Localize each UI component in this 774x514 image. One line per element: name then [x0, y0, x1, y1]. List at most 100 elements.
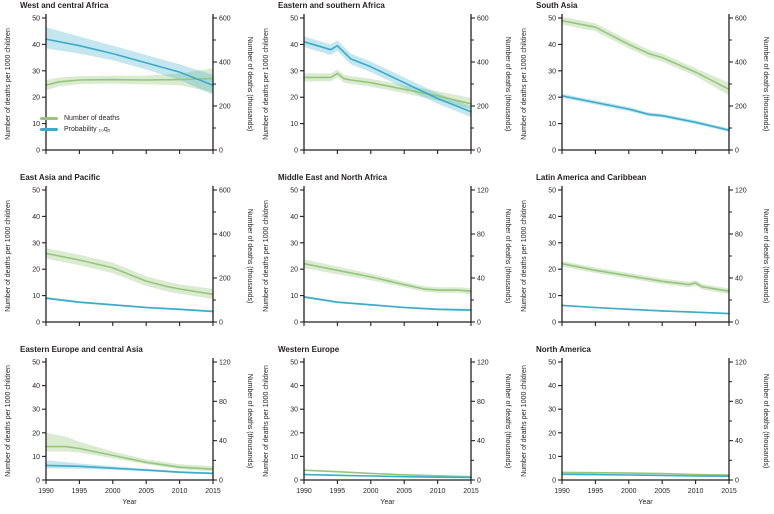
svg-text:400: 400 — [477, 60, 489, 67]
svg-text:40: 40 — [32, 214, 40, 221]
svg-text:0: 0 — [294, 148, 298, 155]
svg-text:2005: 2005 — [654, 488, 670, 495]
chart-panel-north-america: North America 0 10 20 30 40 50 0 40 80 120 1990 199… — [516, 344, 774, 514]
svg-text:0: 0 — [552, 478, 556, 485]
svg-text:0: 0 — [36, 148, 40, 155]
svg-text:Year: Year — [638, 499, 653, 506]
svg-text:50: 50 — [548, 188, 556, 195]
svg-text:40: 40 — [290, 214, 298, 221]
svg-text:50: 50 — [32, 188, 40, 195]
svg-text:20: 20 — [290, 95, 298, 102]
panel-title: East Asia and Pacific — [20, 173, 101, 182]
svg-text:1995: 1995 — [588, 488, 604, 495]
svg-text:600: 600 — [477, 16, 489, 23]
svg-text:30: 30 — [32, 407, 40, 414]
svg-text:40: 40 — [32, 383, 40, 390]
panel-title: Western Europe — [278, 345, 340, 354]
chart-panel-eastern-southern-africa: Eastern and southern Africa 0 10 20 30 40 50 0… — [258, 0, 516, 172]
svg-text:Year: Year — [380, 499, 395, 506]
svg-text:0: 0 — [219, 478, 223, 485]
svg-text:30: 30 — [290, 240, 298, 247]
svg-text:Number of deaths (thousands): Number of deaths (thousands) — [246, 209, 253, 304]
svg-text:10: 10 — [548, 293, 556, 300]
svg-text:Number of deaths (thousands): Number of deaths (thousands) — [504, 209, 511, 304]
svg-text:20: 20 — [548, 267, 556, 274]
svg-text:Number of deaths (thousands): Number of deaths (thousands) — [762, 374, 769, 469]
chart-panel-eastern-europe-central-asia: Eastern Europe and central Asia 0 10 20 30 4… — [0, 344, 258, 514]
deaths-line-swatch-icon — [40, 117, 58, 120]
svg-text:0: 0 — [477, 148, 481, 155]
panel-title: Latin America and Caribbean — [536, 173, 647, 182]
svg-text:20: 20 — [32, 95, 40, 102]
panel-title: Middle East and North Africa — [278, 173, 388, 182]
chart-canvas: 0 10 20 30 40 50 0 200 400 600 Number of deaths pe… — [263, 14, 511, 155]
svg-text:80: 80 — [735, 399, 743, 406]
svg-text:120: 120 — [735, 188, 747, 195]
svg-text:1995: 1995 — [330, 488, 346, 495]
chart-canvas: 0 10 20 30 40 50 0 40 80 120 1990 1995 2000 2005 2010 2… — [263, 358, 511, 506]
svg-text:30: 30 — [290, 407, 298, 414]
svg-text:80: 80 — [219, 399, 227, 406]
svg-text:0: 0 — [36, 320, 40, 327]
svg-text:40: 40 — [219, 438, 227, 445]
svg-text:Number of deaths per 1000 chil: Number of deaths per 1000 children — [263, 28, 270, 140]
chart-canvas: 0 10 20 30 40 50 0 200 400 600 Number of deaths pe… — [521, 14, 769, 155]
svg-text:0: 0 — [219, 320, 223, 327]
svg-text:600: 600 — [219, 188, 231, 195]
svg-text:1990: 1990 — [296, 488, 312, 495]
chart-canvas: 0 10 20 30 40 50 0 200 400 600 Number of deaths pe… — [5, 14, 253, 155]
svg-text:200: 200 — [219, 104, 231, 111]
svg-text:1995: 1995 — [72, 488, 88, 495]
svg-text:Number of deaths (thousands): Number of deaths (thousands) — [246, 374, 253, 469]
svg-text:40: 40 — [32, 42, 40, 49]
svg-text:Number of deaths (thousands): Number of deaths (thousands) — [504, 374, 511, 469]
chart-panel-middle-east-north-africa: Middle East and North Africa 0 10 20 30 40 50… — [258, 172, 516, 344]
svg-text:120: 120 — [219, 360, 231, 367]
svg-text:10: 10 — [548, 121, 556, 128]
svg-text:20: 20 — [290, 430, 298, 437]
svg-text:40: 40 — [548, 383, 556, 390]
svg-text:40: 40 — [477, 276, 485, 283]
svg-text:30: 30 — [548, 240, 556, 247]
svg-text:2015: 2015 — [205, 488, 221, 495]
svg-text:40: 40 — [290, 383, 298, 390]
svg-text:10: 10 — [32, 293, 40, 300]
svg-text:400: 400 — [219, 60, 231, 67]
svg-text:10: 10 — [32, 121, 40, 128]
svg-text:0: 0 — [552, 320, 556, 327]
svg-text:30: 30 — [32, 240, 40, 247]
svg-text:2010: 2010 — [430, 488, 446, 495]
svg-text:0: 0 — [219, 148, 223, 155]
svg-text:10: 10 — [548, 454, 556, 461]
svg-text:400: 400 — [219, 232, 231, 239]
chart-panel-latin-america-caribbean: Latin America and Caribbean 0 10 20 30 40 50 0… — [516, 172, 774, 344]
svg-text:10: 10 — [290, 293, 298, 300]
chart-panel-west-central-africa: West and central Africa 0 10 20 30 40 50 0 200 4… — [0, 0, 258, 172]
svg-text:0: 0 — [477, 478, 481, 485]
svg-text:30: 30 — [290, 68, 298, 75]
chart-legend: Number of deaths Probability ₁₀q₅ — [40, 115, 120, 133]
legend-label: Number of deaths — [64, 115, 120, 122]
svg-text:2010: 2010 — [688, 488, 704, 495]
svg-text:2015: 2015 — [721, 488, 737, 495]
svg-text:20: 20 — [548, 430, 556, 437]
svg-text:40: 40 — [477, 438, 485, 445]
svg-text:40: 40 — [735, 276, 743, 283]
svg-text:50: 50 — [548, 16, 556, 23]
svg-text:30: 30 — [548, 407, 556, 414]
svg-text:50: 50 — [32, 360, 40, 367]
svg-text:40: 40 — [548, 214, 556, 221]
chart-panel-western-europe: Western Europe 0 10 20 30 40 50 0 40 80 120 1990 19… — [258, 344, 516, 514]
svg-text:120: 120 — [477, 188, 489, 195]
panel-title: Eastern and southern Africa — [278, 1, 385, 10]
svg-text:Number of deaths per 1000 chil: Number of deaths per 1000 children — [263, 200, 270, 312]
panel-title: West and central Africa — [20, 1, 109, 10]
svg-text:Number of deaths (thousands): Number of deaths (thousands) — [246, 37, 253, 132]
svg-text:600: 600 — [219, 16, 231, 23]
svg-text:400: 400 — [735, 60, 747, 67]
svg-text:80: 80 — [735, 232, 743, 239]
svg-text:120: 120 — [735, 360, 747, 367]
svg-text:50: 50 — [290, 360, 298, 367]
svg-text:80: 80 — [477, 232, 485, 239]
